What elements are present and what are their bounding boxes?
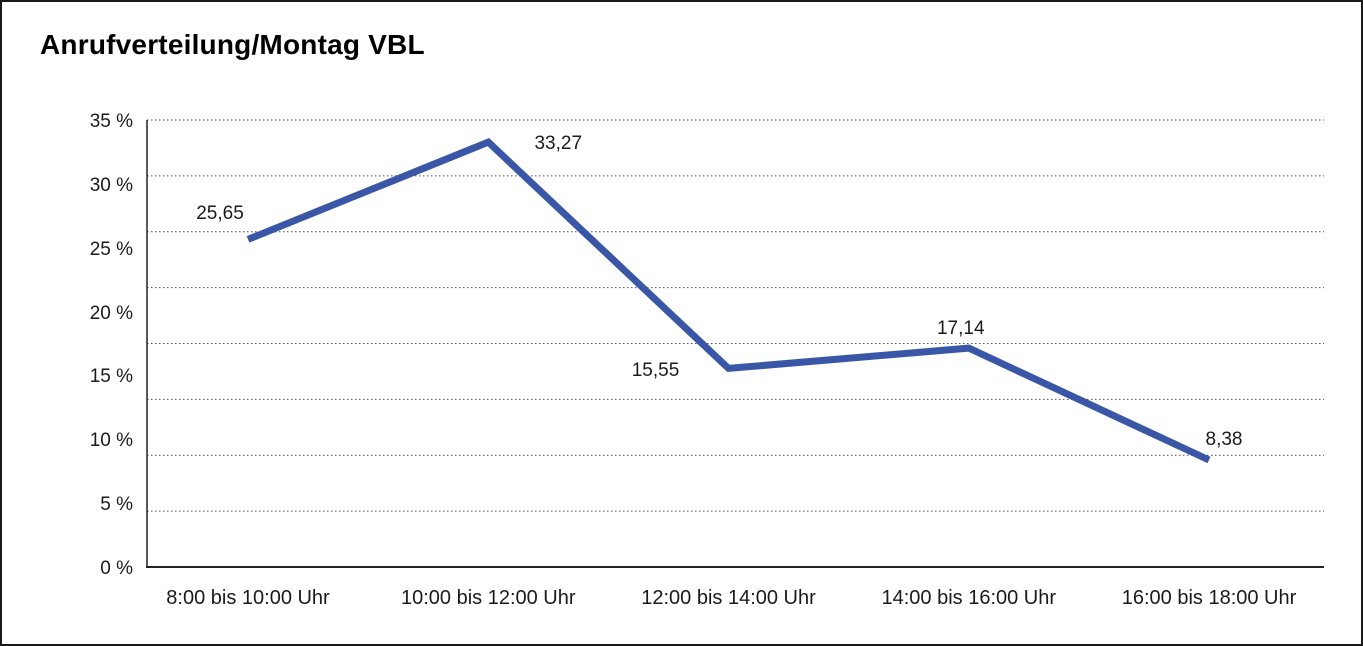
y-axis-tick-label: 5 % xyxy=(100,494,133,516)
data-point-value-label: 15,55 xyxy=(631,360,680,382)
y-axis-tick-label: 20 % xyxy=(89,302,133,324)
data-point-value-label: 17,14 xyxy=(936,318,985,340)
x-axis-category-label: 8:00 bis 10:00 Uhr xyxy=(166,587,330,609)
y-axis-tick-label: 30 % xyxy=(89,174,133,196)
data-series-line xyxy=(246,138,1211,464)
y-axis-tick-label: 0 % xyxy=(100,558,133,579)
y-axis-tick-label: 35 % xyxy=(89,111,133,132)
y-axis-tick-label: 10 % xyxy=(89,430,133,452)
x-axis-category-label: 16:00 bis 18:00 Uhr xyxy=(1121,587,1297,609)
y-axis-tick-label: 25 % xyxy=(89,238,133,260)
data-point-value-label: 33,27 xyxy=(534,133,583,155)
chart-title: Anrufverteilung/Montag VBL xyxy=(40,29,425,60)
y-axis-tick-label: 15 % xyxy=(89,366,133,388)
x-axis-category-label: 12:00 bis 14:00 Uhr xyxy=(641,587,816,609)
data-point-value-label: 8,38 xyxy=(1205,428,1243,450)
data-point-value-label: 25,65 xyxy=(196,203,244,225)
x-axis-category-label: 14:00 bis 16:00 Uhr xyxy=(881,587,1057,609)
x-axis-category-label: 10:00 bis 12:00 Uhr xyxy=(400,587,576,609)
